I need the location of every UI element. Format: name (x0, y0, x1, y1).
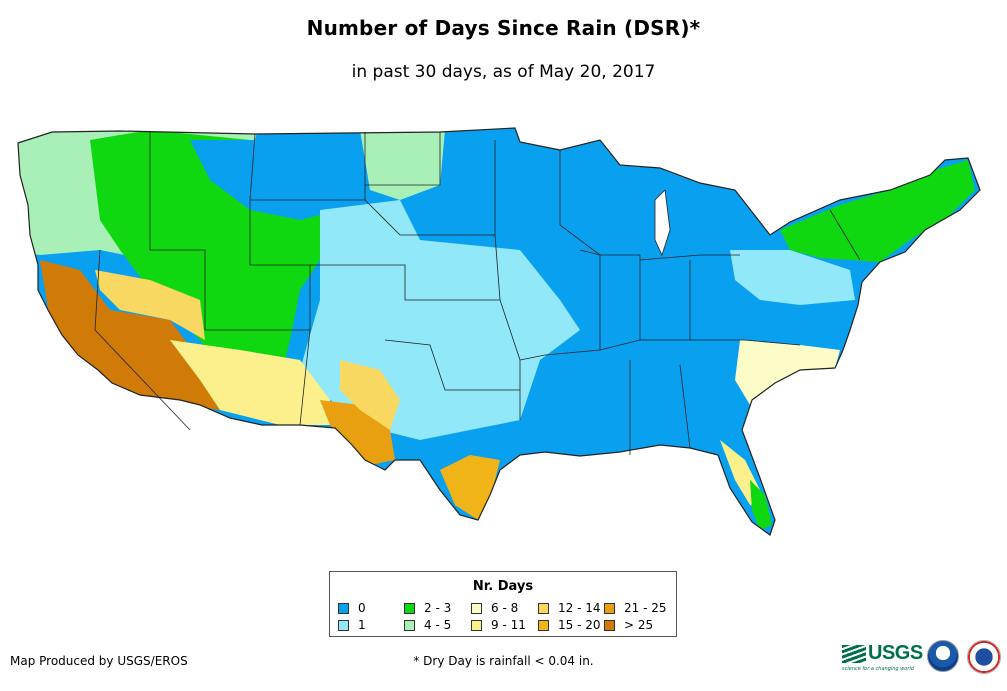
usgs-tagline: science for a changing world (842, 666, 914, 672)
region-mid-atlantic (735, 340, 840, 405)
region-va-light (730, 250, 855, 305)
legend: Nr. Days 0 1 2 - 3 4 - 5 6 - 8 9 - 11 12… (329, 571, 677, 637)
legend-item: 4 - 5 (404, 618, 451, 632)
legend-label: 1 (358, 618, 366, 632)
legend-label: 4 - 5 (424, 618, 452, 632)
legend-item: 6 - 8 (471, 601, 518, 615)
footnote-text: * Dry Day is rainfall < 0.04 in. (413, 654, 594, 668)
legend-label: 21 - 25 (624, 601, 667, 615)
usgs-logo: USGS (842, 642, 923, 665)
region-south-texas (440, 455, 500, 520)
usgs-wave-icon (842, 644, 866, 663)
map-subtitle: in past 30 days, as of May 20, 2017 (351, 62, 656, 82)
region-dakotas-light (360, 130, 445, 200)
lake-michigan (654, 189, 671, 257)
legend-item: 2 - 3 (404, 601, 451, 615)
legend-item: > 25 (604, 618, 653, 632)
region-great-basin (95, 270, 205, 340)
legend-label: 0 (358, 601, 366, 615)
noaa-logo-icon (927, 640, 959, 672)
legend-swatch (471, 602, 482, 614)
legend-swatch (604, 619, 615, 631)
region-california (40, 260, 220, 410)
legend-swatch (471, 619, 482, 631)
region-west-texas (320, 400, 395, 465)
usgs-logo-text: USGS (868, 642, 923, 664)
region-nm-yellow (340, 360, 400, 430)
region-desert-sw (170, 340, 330, 425)
agency-logos: USGS science for a changing world (842, 636, 1007, 680)
legend-label: 2 - 3 (424, 601, 452, 615)
legend-swatch (538, 619, 549, 631)
credit-text: Map Produced by USGS/EROS (10, 654, 188, 668)
legend-title: Nr. Days (472, 579, 534, 594)
legend-label: > 25 (624, 618, 654, 632)
legend-swatch (538, 602, 549, 614)
state-borders (94, 131, 861, 455)
legend-label: 9 - 11 (491, 618, 526, 632)
legend-item: 1 (338, 618, 366, 632)
legend-swatch (404, 602, 415, 614)
legend-swatch (338, 602, 349, 614)
legend-swatch (338, 619, 349, 631)
legend-label: 12 - 14 (558, 601, 601, 615)
legend-item: 12 - 14 (538, 601, 601, 615)
legend-label: 6 - 8 (491, 601, 519, 615)
legend-swatch (604, 602, 615, 614)
map-title: Number of Days Since Rain (DSR)* (306, 16, 701, 40)
us-dsr-map (17, 127, 981, 536)
region-northeast (780, 160, 975, 262)
region-florida-green (750, 480, 772, 530)
legend-item: 21 - 25 (604, 601, 667, 615)
legend-item: 15 - 20 (538, 618, 601, 632)
legend-item: 0 (338, 601, 366, 615)
legend-label: 15 - 20 (558, 618, 601, 632)
legend-swatch (404, 619, 415, 631)
nws-logo-icon (967, 640, 1001, 674)
legend-item: 9 - 11 (471, 618, 526, 632)
